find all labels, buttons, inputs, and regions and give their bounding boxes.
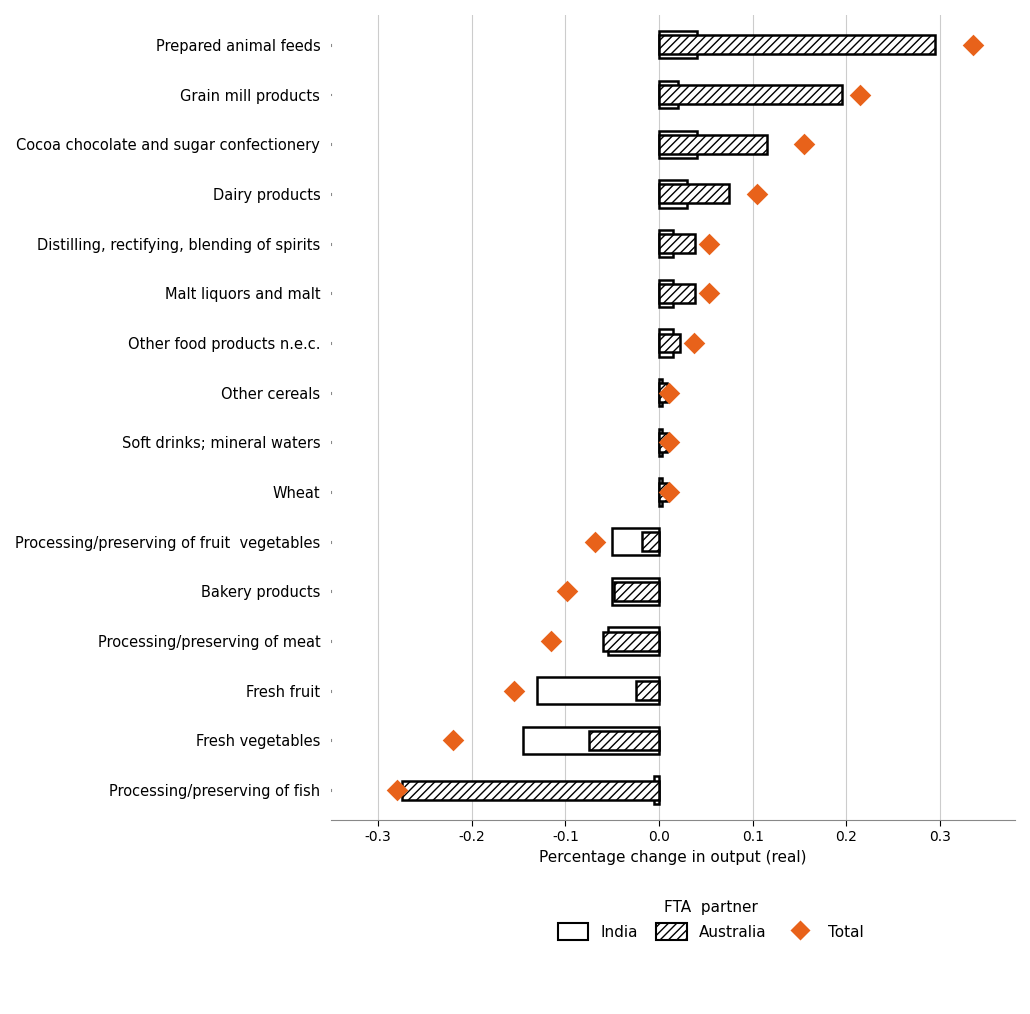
Bar [659,31,696,59]
Point [661,434,678,450]
Bar [612,528,659,556]
Point [796,136,813,152]
Point [506,682,522,699]
Point [700,285,717,301]
Point [686,335,702,351]
Bar [659,280,674,307]
X-axis label: Percentage change in output (real): Percentage change in output (real) [540,850,806,865]
Bar [659,185,729,204]
Bar [659,483,666,502]
Point [749,186,765,202]
Bar [538,677,659,705]
Bar [608,628,659,655]
Bar [659,479,662,506]
Bar [659,379,662,407]
Bar [659,230,674,258]
Bar [659,234,694,254]
Bar [659,330,674,357]
Bar [659,433,666,452]
Bar [659,131,696,158]
Bar [659,383,666,403]
Point [661,384,678,401]
Point [445,732,461,748]
Bar [659,180,687,208]
Bar [589,731,659,750]
Bar [659,135,766,154]
Bar [659,284,694,303]
Bar [659,81,678,108]
Bar [612,578,659,605]
Bar [402,781,659,800]
Bar [659,429,662,456]
Bar [659,85,842,104]
Point [587,533,604,550]
Point [700,235,717,251]
Bar [614,582,659,601]
Bar [659,334,680,353]
Bar [654,777,659,804]
Bar [523,727,659,754]
Point [852,86,868,102]
Point [543,633,559,649]
Bar [603,632,659,651]
Point [965,37,982,53]
Bar [643,532,659,552]
Bar [659,35,935,55]
Point [559,583,576,599]
Point [661,484,678,500]
Point [388,782,405,798]
Legend: India, Australia, Total: India, Australia, Total [558,900,863,940]
Bar [636,681,659,701]
